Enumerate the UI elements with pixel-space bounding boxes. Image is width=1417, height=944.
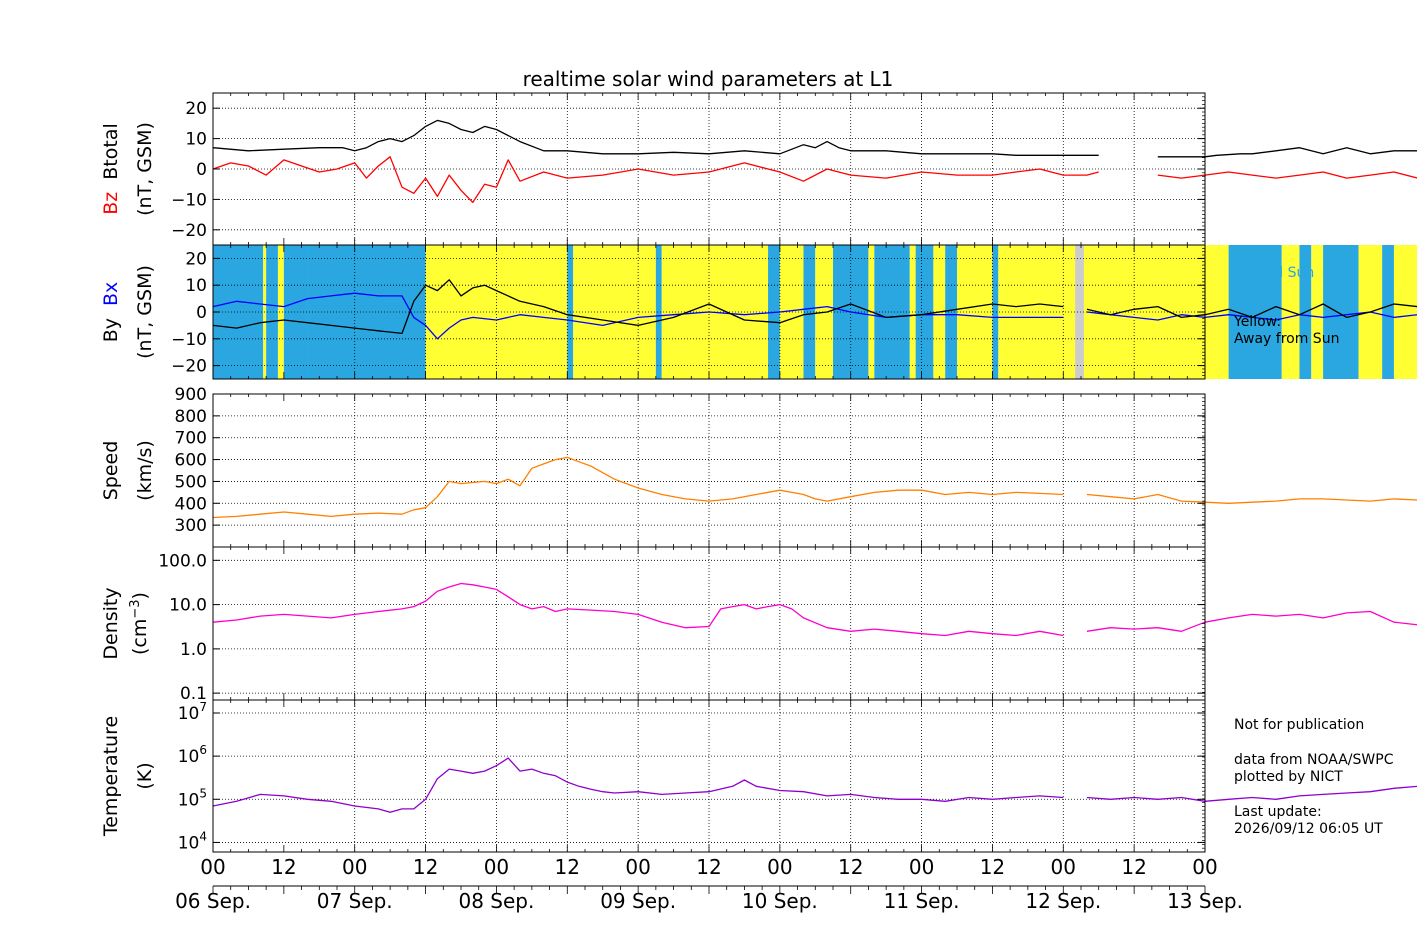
- sector-away: [779, 245, 804, 379]
- legend-blue-title: Blue:: [1234, 248, 1270, 264]
- series-temperature: [212, 757, 1417, 813]
- legend-yellow-title: Yellow:: [1234, 314, 1282, 330]
- y-tick-label: −10: [171, 190, 207, 210]
- day-tick-label: 08 Sep.: [458, 889, 534, 913]
- series-density: [212, 582, 1417, 637]
- y-axis-label: Temperature: [100, 716, 122, 837]
- hour-tick-label: 00: [342, 855, 367, 879]
- hour-tick-label: 12: [980, 855, 1005, 879]
- day-tick-label: 13 Sep.: [1167, 889, 1243, 913]
- series-speed: [212, 456, 1417, 519]
- y-tick-label: 400: [175, 494, 207, 514]
- panel-temperature: 104 105 106 107 Temperature (K): [100, 699, 1417, 853]
- data-source-note: data from NOAA/SWPC: [1234, 752, 1394, 768]
- hour-tick-label: 00: [625, 855, 650, 879]
- sector-away: [957, 245, 993, 379]
- y-tick-label: 20: [185, 99, 207, 119]
- hour-tick-label: 12: [1121, 855, 1146, 879]
- y-tick-label: 700: [175, 429, 207, 449]
- y-tick-label: 1.0: [180, 640, 207, 660]
- legend-blue-text: Toward Sun: [1234, 265, 1315, 281]
- day-tick-label: 11 Sep.: [884, 889, 960, 913]
- hour-tick-label: 12: [838, 855, 863, 879]
- sector-away: [1083, 245, 1229, 379]
- series-by: [212, 279, 1417, 335]
- sector-nodata: [1075, 245, 1084, 379]
- y-axis-units: (cm−3): [128, 592, 151, 655]
- y-tick-label: 0: [196, 303, 207, 323]
- y-axis-label: ByBx: [100, 282, 122, 343]
- hour-tick-label: 00: [1192, 855, 1217, 879]
- time-axis: 00 12 00 12 00 12 00 12 00 12 00 12 00 12 00 06 Sep. 07 …: [175, 855, 1243, 913]
- legend-yellow-text: Away from Sun: [1234, 331, 1340, 347]
- sector-toward: [283, 245, 308, 379]
- y-tick-label: 10: [185, 276, 207, 296]
- sector-toward: [655, 245, 662, 379]
- y-tick-label: −20: [171, 357, 207, 377]
- plotted-by-note: plotted by NICT: [1234, 769, 1343, 785]
- hour-tick-label: 12: [271, 855, 296, 879]
- y-tick-label: 106: [178, 743, 207, 767]
- y-axis-units: (K): [134, 762, 156, 789]
- series-btotal: [212, 119, 1417, 158]
- y-tick-label: 600: [175, 451, 207, 471]
- y-tick-label: 800: [175, 407, 207, 427]
- sector-toward: [213, 245, 264, 379]
- sector-toward: [992, 245, 999, 379]
- not-for-publication-note: Not for publication: [1234, 717, 1365, 733]
- y-tick-label: 105: [178, 786, 207, 810]
- last-update-value: 2026/09/12 06:05 UT: [1234, 821, 1383, 837]
- panel-magnetic-field-components: −20 −10 0 10 20 ByBx (nT, GSM): [100, 244, 1417, 380]
- y-tick-label: 10.0: [169, 596, 207, 616]
- y-tick-label: −10: [171, 330, 207, 350]
- hour-tick-label: 00: [1051, 855, 1076, 879]
- sector-toward: [1382, 245, 1394, 379]
- panel-magnetic-field-total: −20 −10 0 10 20 BzBtotal (nT, GSM): [100, 92, 1417, 246]
- hour-tick-label: 00: [484, 855, 509, 879]
- chart-title: realtime solar wind parameters at L1: [523, 67, 894, 91]
- y-tick-label: 0.1: [180, 684, 207, 704]
- y-axis-label: Density: [100, 587, 122, 659]
- day-tick-label: 06 Sep.: [175, 889, 251, 913]
- hour-tick-label: 00: [909, 855, 934, 879]
- hour-tick-label: 00: [767, 855, 792, 879]
- day-tick-label: 10 Sep.: [742, 889, 818, 913]
- panel-frame: [212, 546, 1206, 701]
- y-axis-label: BzBtotal: [100, 123, 122, 215]
- panel-density: 0.1 1.0 10.0 100.0 Density (cm−3): [100, 546, 1417, 704]
- last-update-label: Last update:: [1234, 804, 1322, 820]
- sector-toward: [266, 245, 278, 379]
- y-tick-label: 0: [196, 160, 207, 180]
- sector-toward: [1323, 245, 1359, 379]
- y-tick-label: 107: [178, 700, 207, 724]
- y-axis-label: Speed: [100, 441, 122, 501]
- day-tick-label: 09 Sep.: [600, 889, 676, 913]
- sector-toward: [803, 245, 816, 379]
- day-tick-label: 07 Sep.: [317, 889, 393, 913]
- sector-away: [1311, 245, 1324, 379]
- y-tick-label: 300: [175, 516, 207, 536]
- y-tick-label: 104: [178, 829, 207, 853]
- y-tick-label: 100.0: [158, 551, 207, 571]
- series-bz: [212, 156, 1417, 204]
- hour-tick-label: 12: [696, 855, 721, 879]
- y-tick-label: −20: [171, 221, 207, 241]
- y-tick-label: 900: [175, 385, 207, 405]
- hour-tick-label: 12: [413, 855, 438, 879]
- y-tick-label: 10: [185, 130, 207, 150]
- sector-away: [277, 245, 284, 379]
- y-axis-units: (km/s): [134, 440, 156, 501]
- y-tick-label: 20: [185, 249, 207, 269]
- panel-frame: [212, 393, 1206, 548]
- day-tick-label: 12 Sep.: [1025, 889, 1101, 913]
- y-tick-label: 500: [175, 472, 207, 492]
- hour-tick-label: 12: [555, 855, 580, 879]
- sector-away: [1393, 245, 1417, 379]
- hour-tick-label: 00: [200, 855, 225, 879]
- y-axis-units: (nT, GSM): [134, 122, 156, 216]
- y-axis-units: (nT, GSM): [134, 265, 156, 359]
